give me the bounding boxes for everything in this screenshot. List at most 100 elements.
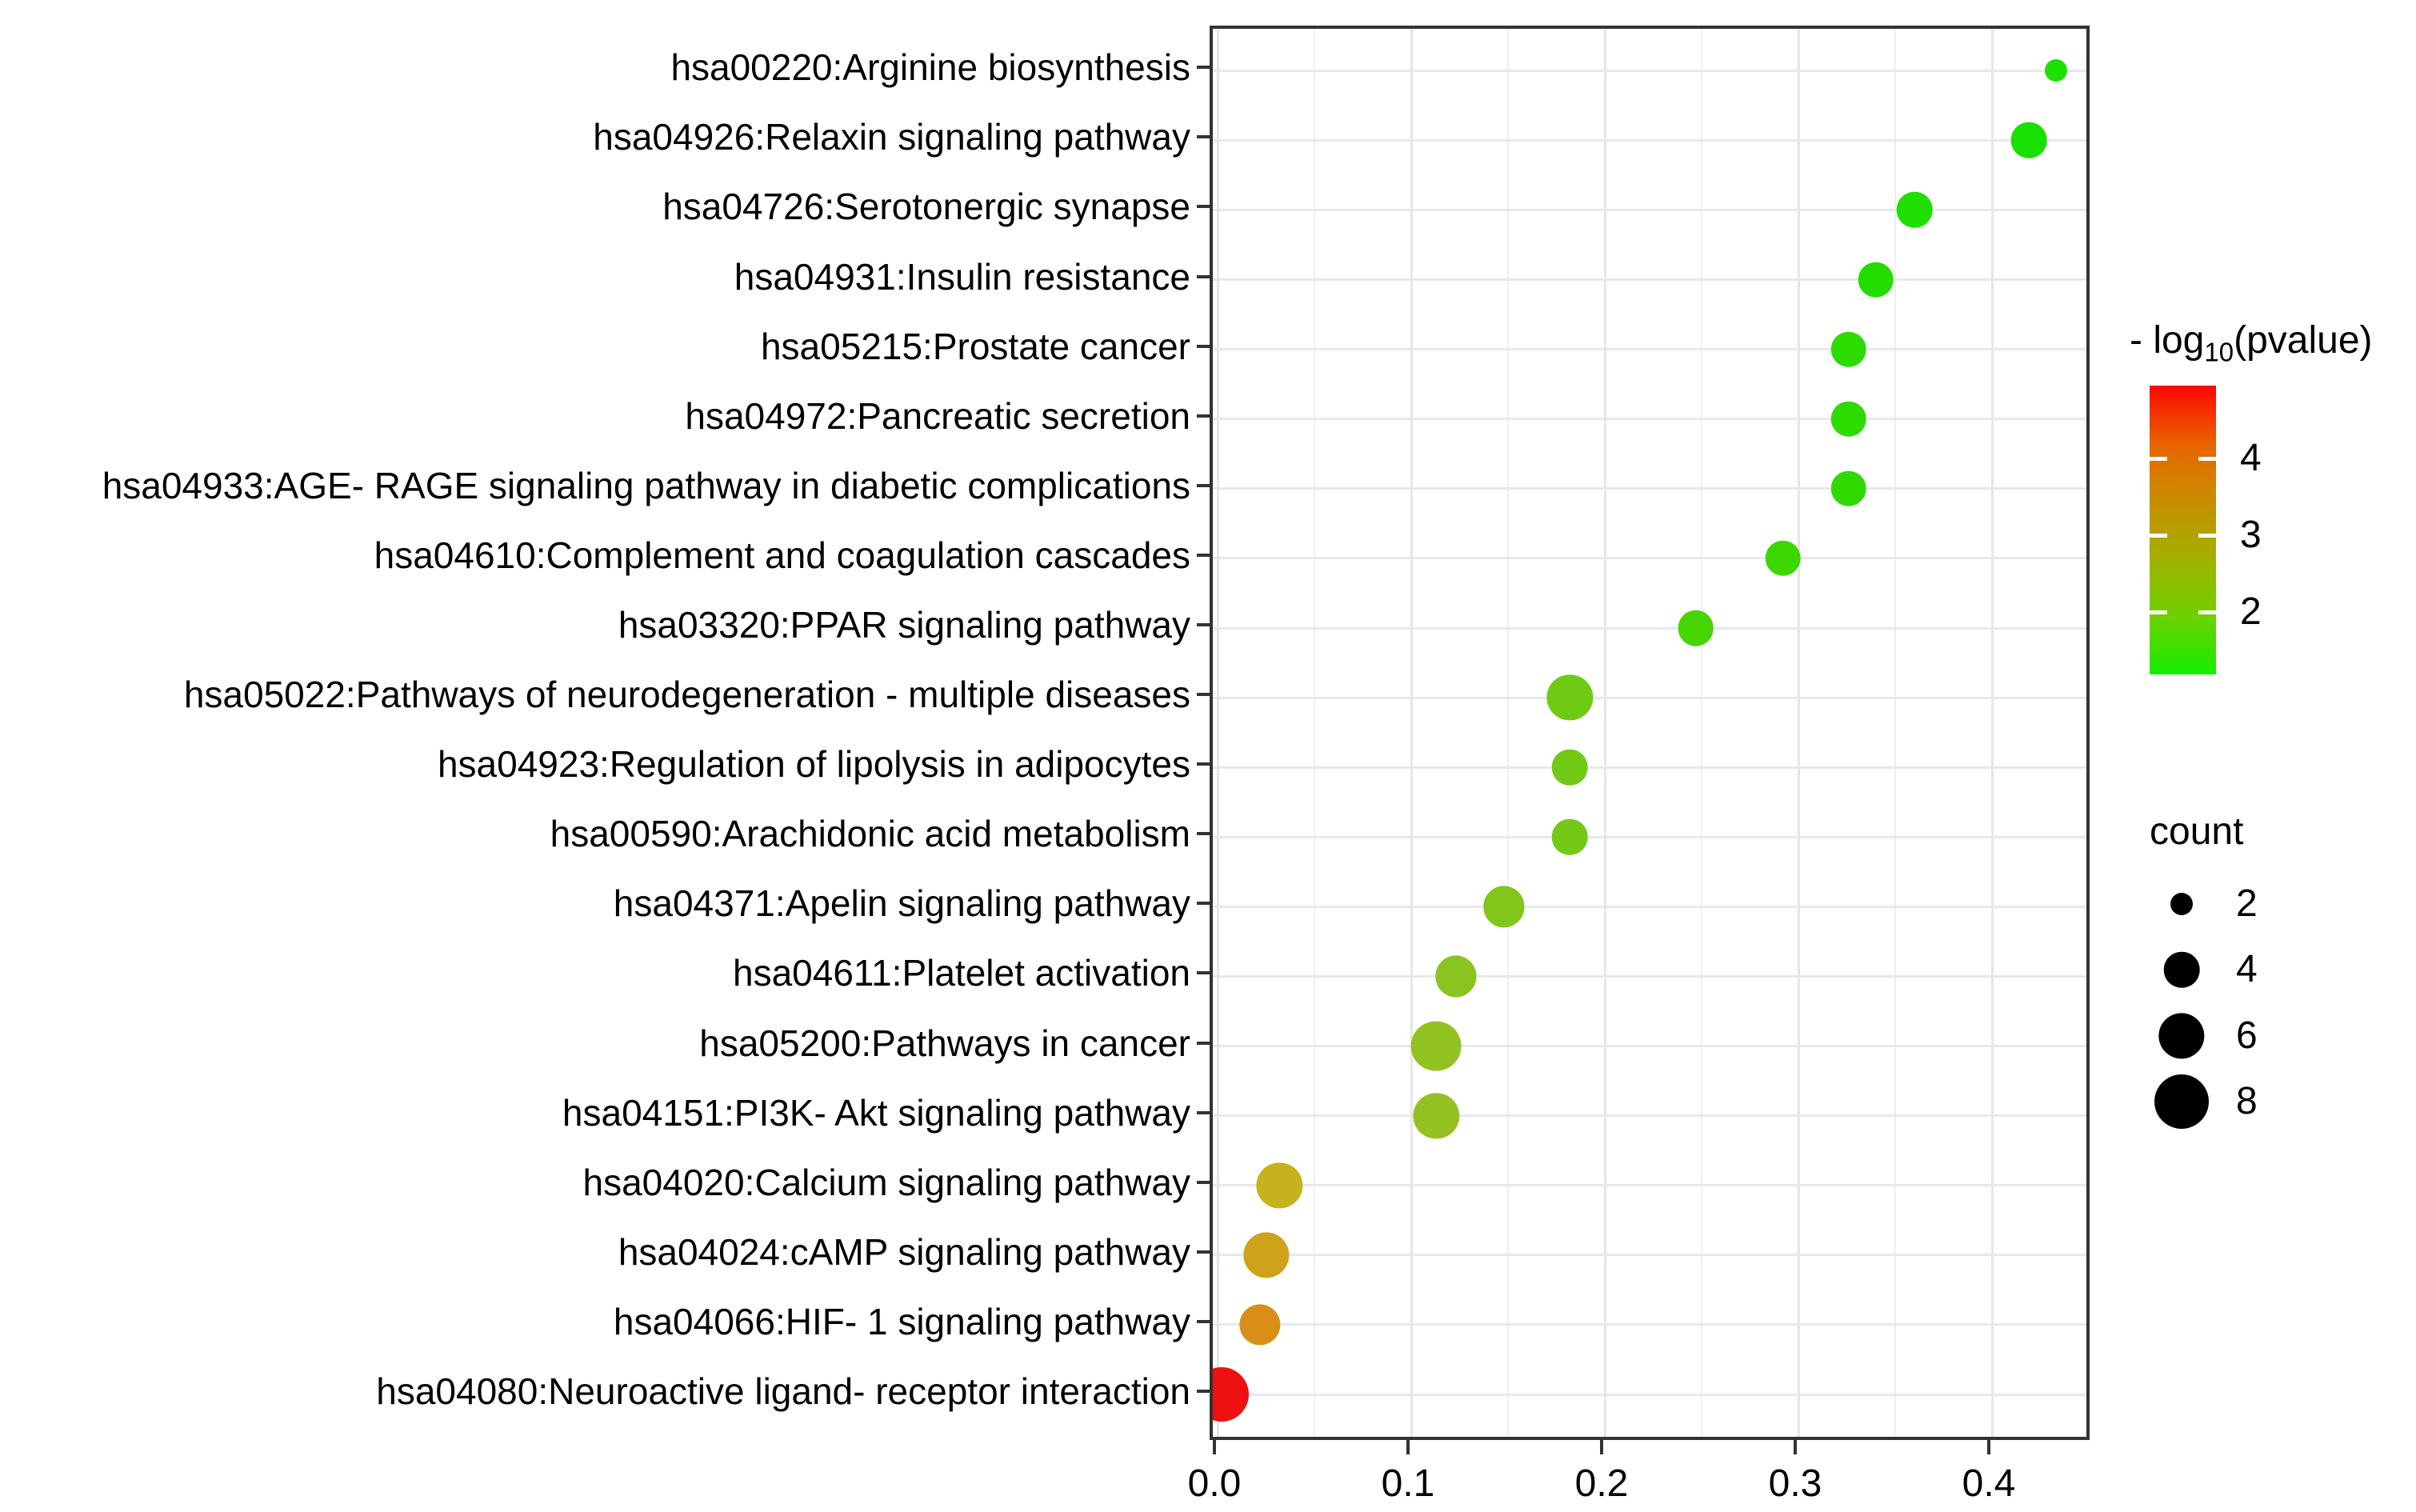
y-axis-label-hsa04066: hsa04066:HIF- 1 signaling pathway	[613, 1300, 1190, 1342]
x-tick-0.2	[1600, 1440, 1603, 1454]
size-legend-label-4: 4	[2236, 948, 2258, 990]
x-tick-0.1	[1406, 1440, 1410, 1454]
colorbar-label-4: 4	[2240, 437, 2262, 480]
gridline-row-hsa04610	[1213, 557, 2086, 560]
y-tick-hsa04066	[1197, 1319, 1210, 1323]
y-axis-label-hsa00220: hsa00220:Arginine biosynthesis	[670, 46, 1190, 89]
y-axis-label-hsa04933: hsa04933:AGE- RAGE signaling pathway in …	[102, 464, 1190, 506]
y-tick-hsa04024	[1197, 1250, 1210, 1254]
y-axis-label-hsa04024: hsa04024:cAMP signaling pathway	[618, 1230, 1190, 1273]
gridline-row-hsa04926	[1213, 138, 2086, 142]
y-axis-label-hsa05215: hsa05215:Prostate cancer	[760, 325, 1190, 367]
colorbar-label-2: 2	[2240, 590, 2262, 634]
colorbar-gradient	[2150, 386, 2216, 674]
gridline-row-hsa04371	[1213, 905, 2086, 908]
y-tick-hsa05200	[1197, 1041, 1210, 1045]
x-axis-label-0.3: 0.3	[1768, 1462, 1822, 1505]
x-axis-label-0.1: 0.1	[1381, 1462, 1435, 1505]
size-legend-label-6: 6	[2236, 1014, 2258, 1057]
gridline-x-0.40	[1990, 29, 1994, 1437]
gridline-row-hsa05200	[1213, 1045, 2086, 1048]
x-tick-0.3	[1794, 1440, 1797, 1454]
data-point-hsa04923	[1552, 749, 1588, 786]
data-point-hsa04151	[1413, 1093, 1460, 1139]
gridline-row-hsa04923	[1213, 766, 2086, 769]
data-point-hsa04371	[1483, 886, 1525, 927]
y-axis-label-hsa04923: hsa04923:Regulation of lipolysis in adip…	[437, 743, 1190, 786]
y-axis-label-hsa04926: hsa04926:Relaxin signaling pathway	[593, 116, 1190, 158]
gridline-row-hsa04024	[1213, 1254, 2086, 1257]
y-axis-label-hsa05200: hsa05200:Pathways in cancer	[699, 1022, 1190, 1064]
gridline-row-hsa00590	[1213, 835, 2086, 838]
data-point-hsa04024	[1242, 1232, 1290, 1278]
gridline-row-hsa00220	[1213, 69, 2086, 72]
data-point-hsa04726	[1896, 192, 1933, 228]
gridline-x-0.05	[1314, 29, 1315, 1437]
data-point-hsa05215	[1830, 331, 1867, 367]
gridline-row-hsa04931	[1213, 278, 2086, 282]
y-tick-hsa05022	[1197, 693, 1210, 697]
y-tick-hsa04080	[1197, 1390, 1210, 1394]
gridline-x-0.30	[1797, 29, 1800, 1437]
gridline-x-0.35	[1894, 29, 1896, 1437]
y-axis-label-hsa04020: hsa04020:Calcium signaling pathway	[582, 1161, 1190, 1203]
x-tick-0.0	[1213, 1440, 1216, 1454]
colorbar-tick-left-3	[2150, 533, 2167, 538]
x-axis-label-0.2: 0.2	[1574, 1462, 1629, 1505]
gridline-row-hsa04933	[1213, 487, 2086, 490]
gridline-x-0.10	[1410, 29, 1413, 1437]
data-point-hsa04066	[1239, 1304, 1281, 1346]
gridline-x-0.20	[1603, 29, 1606, 1437]
y-tick-hsa04926	[1197, 135, 1210, 139]
y-axis-label-hsa04611: hsa04611:Platelet activation	[733, 952, 1190, 994]
plot-panel	[1210, 26, 2090, 1440]
data-point-hsa05200	[1411, 1021, 1462, 1071]
data-point-hsa04926	[2010, 122, 2047, 158]
y-axis-label-hsa04972: hsa04972:Pancreatic secretion	[685, 394, 1190, 437]
data-point-hsa04933	[1830, 470, 1867, 507]
data-point-hsa04931	[1858, 262, 1894, 298]
data-point-hsa03320	[1678, 610, 1714, 646]
gridline-row-hsa04066	[1213, 1323, 2086, 1326]
y-tick-hsa04151	[1197, 1110, 1210, 1114]
gridline-x-0.45	[2088, 29, 2090, 1437]
y-tick-hsa05215	[1197, 344, 1210, 348]
color-legend-title: - log10(pvalue)	[2130, 319, 2373, 367]
gridline-row-hsa03320	[1213, 626, 2086, 630]
y-axis-label-hsa04726: hsa04726:Serotonergic synapse	[662, 186, 1190, 228]
size-legend-title: count	[2150, 810, 2244, 853]
data-point-hsa05022	[1546, 674, 1594, 721]
y-tick-hsa04611	[1197, 971, 1210, 975]
gridline-row-hsa04726	[1213, 208, 2086, 211]
gridline-row-hsa05022	[1213, 696, 2086, 699]
x-axis-label-0.0: 0.0	[1187, 1462, 1242, 1505]
y-axis-label-hsa00590: hsa00590:Arachidonic acid metabolism	[550, 813, 1190, 855]
y-tick-hsa04972	[1197, 414, 1210, 418]
y-axis-label-hsa04151: hsa04151:PI3K- Akt signaling pathway	[562, 1091, 1190, 1134]
size-legend-dot-2	[2170, 893, 2193, 915]
y-tick-hsa04726	[1197, 205, 1210, 209]
data-point-hsa00220	[2044, 59, 2067, 82]
gridline-x-0.25	[1701, 29, 1702, 1437]
y-tick-hsa04610	[1197, 553, 1210, 557]
y-tick-hsa04371	[1197, 902, 1210, 906]
y-tick-hsa04923	[1197, 762, 1210, 766]
gridline-x-0.15	[1507, 29, 1509, 1437]
y-tick-hsa00220	[1197, 66, 1210, 70]
data-point-hsa00590	[1552, 819, 1588, 855]
gridline-row-hsa04611	[1213, 974, 2086, 978]
size-legend-label-8: 8	[2236, 1080, 2258, 1122]
data-point-hsa04080	[1213, 1367, 1249, 1422]
size-legend-dot-6	[2158, 1013, 2205, 1059]
y-axis-label-hsa04371: hsa04371:Apelin signaling pathway	[613, 882, 1190, 925]
colorbar-tick-right-2	[2198, 610, 2216, 614]
gridline-row-hsa04151	[1213, 1114, 2086, 1118]
x-axis-label-0.4: 0.4	[1962, 1462, 2016, 1505]
colorbar-label-3: 3	[2240, 514, 2262, 557]
y-tick-hsa04020	[1197, 1180, 1210, 1184]
x-tick-0.4	[1987, 1440, 1990, 1454]
gridline-row-hsa04972	[1213, 418, 2086, 421]
y-axis-label-hsa03320: hsa03320:PPAR signaling pathway	[618, 604, 1190, 646]
y-tick-hsa00590	[1197, 832, 1210, 836]
gridline-row-hsa04080	[1213, 1393, 2086, 1396]
